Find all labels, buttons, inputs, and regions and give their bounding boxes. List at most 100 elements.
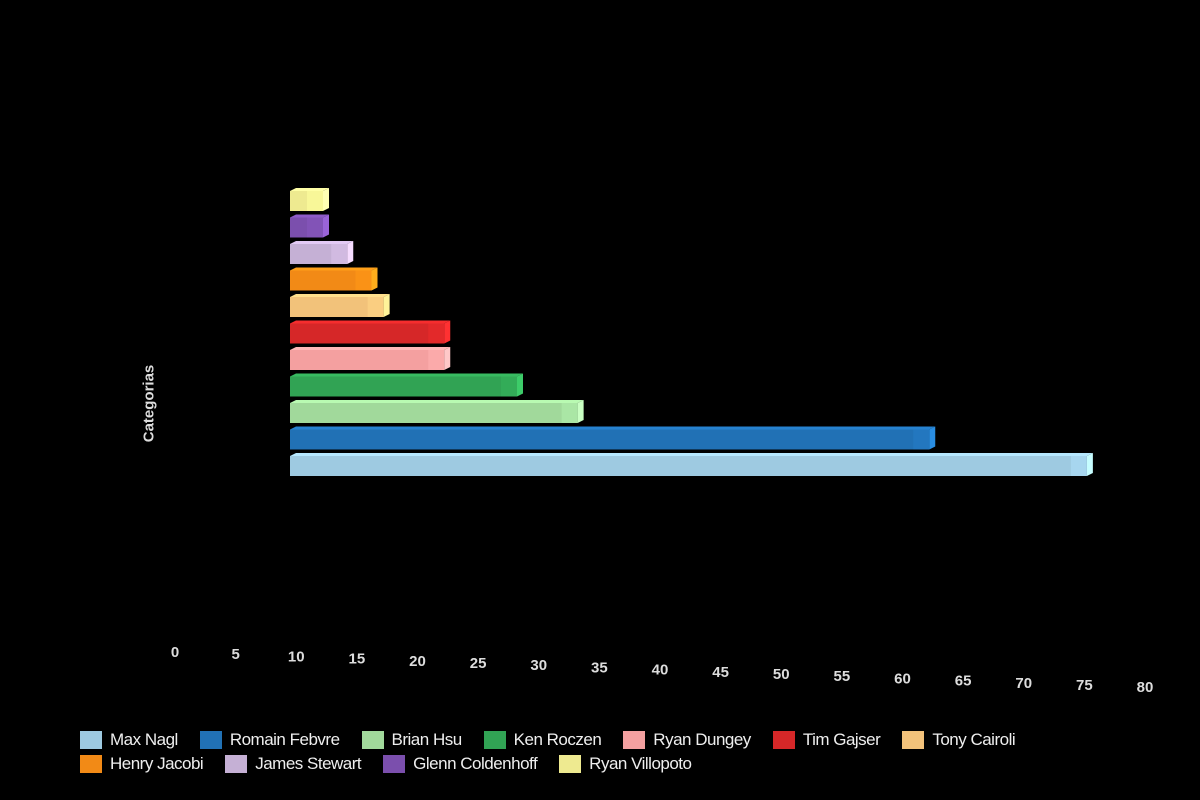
bar-front-face xyxy=(290,297,384,317)
bar-end-face xyxy=(347,241,354,264)
bar-top-face xyxy=(290,188,329,191)
legend-item[interactable]: Henry Jacobi xyxy=(80,754,204,774)
legend-swatch xyxy=(361,731,384,749)
bar-front-face xyxy=(290,429,930,450)
legend-swatch xyxy=(225,755,248,773)
bar-end-highlight xyxy=(428,350,445,370)
legend-label: Brian Hsu xyxy=(391,730,463,749)
bar xyxy=(290,241,354,264)
bar-end-highlight xyxy=(307,217,323,238)
x-tick-label: 75 xyxy=(1076,677,1093,694)
legend-label: Tony Cairoli xyxy=(932,730,1016,749)
legend-item[interactable]: Glenn Coldenhoff xyxy=(383,754,538,774)
legend-item[interactable]: Romain Febvre xyxy=(199,730,340,750)
legend-item[interactable]: Ryan Villopoto xyxy=(559,754,692,774)
legend-label: Tim Gajser xyxy=(802,730,881,749)
x-tick-label: 50 xyxy=(773,666,790,683)
bar xyxy=(290,426,936,450)
bar-end-face xyxy=(383,294,390,317)
legend-item[interactable]: James Stewart xyxy=(225,754,362,774)
bar xyxy=(290,400,584,423)
x-tick-label: 20 xyxy=(409,653,426,670)
bar-end-face xyxy=(517,373,523,397)
bar-end-face xyxy=(323,188,329,211)
legend-item[interactable]: Tony Cairoli xyxy=(902,730,1016,750)
bar-chart: 0 5 10 15 20 25 30 35 40 45 50 55 60 65 70 75 80 xyxy=(171,188,1154,696)
legend-label: Max Nagl xyxy=(110,730,178,749)
legend-swatch xyxy=(80,755,102,773)
x-tick-label: 55 xyxy=(834,668,851,685)
bar-end-highlight xyxy=(501,376,517,397)
bar-top-face xyxy=(290,294,390,297)
x-tick-label: 80 xyxy=(1137,679,1154,696)
bar-front-face xyxy=(290,270,372,291)
bar-end-highlight xyxy=(355,270,372,291)
bar-front-face xyxy=(290,350,445,370)
legend: Max Nagl Romain Febvre Brian Hsu Ken Roczen… xyxy=(80,730,1180,774)
x-tick-label: 45 xyxy=(712,664,729,681)
x-tick-label: 35 xyxy=(591,659,608,676)
bar-top-face xyxy=(290,426,936,430)
legend-label: Ryan Dungey xyxy=(653,730,751,749)
bar xyxy=(290,214,329,238)
bar-top-face xyxy=(290,214,329,218)
bar xyxy=(290,453,1093,476)
x-tick-label: 65 xyxy=(955,673,972,690)
legend-swatch xyxy=(559,755,582,773)
bar-top-face xyxy=(290,453,1093,456)
legend-item[interactable]: Tim Gajser xyxy=(772,730,881,750)
bar-end-face xyxy=(444,347,451,370)
bar-front-face xyxy=(290,403,578,423)
legend-label: James Stewart xyxy=(255,754,362,773)
bar-top-face xyxy=(290,347,451,350)
bar-top-face xyxy=(290,267,378,271)
legend-swatch xyxy=(902,731,925,749)
legend-swatch xyxy=(772,731,795,749)
bar xyxy=(290,188,329,211)
bar-top-face xyxy=(290,373,523,377)
legend-item[interactable]: Ken Roczen xyxy=(483,730,602,750)
legend-label: Ryan Villopoto xyxy=(589,754,692,773)
x-tick-label: 70 xyxy=(1015,675,1032,692)
x-tick-label: 15 xyxy=(349,651,366,668)
bar-end-face xyxy=(1086,453,1093,476)
x-tick-label: 0 xyxy=(171,644,179,661)
bar xyxy=(290,320,451,344)
legend-swatch xyxy=(383,755,406,773)
legend-item[interactable]: Ryan Dungey xyxy=(623,730,751,750)
x-tick-label: 5 xyxy=(231,646,239,663)
bar-end-highlight xyxy=(428,323,445,344)
legend-label: Romain Febvre xyxy=(229,730,340,749)
x-tick-label: 10 xyxy=(288,648,305,665)
bar-end-face xyxy=(444,320,451,344)
y-axis-label: Categorias xyxy=(140,364,158,443)
bar-end-face xyxy=(577,400,584,423)
bar-end-face xyxy=(323,214,329,238)
legend-swatch xyxy=(80,731,102,749)
bar-end-highlight xyxy=(307,191,323,211)
legend-swatch xyxy=(483,731,506,749)
bar-front-face xyxy=(290,323,445,344)
legend-swatch xyxy=(623,731,646,749)
bar-end-highlight xyxy=(913,429,930,450)
legend-label: Henry Jacobi xyxy=(110,754,204,773)
bar-top-face xyxy=(290,400,584,403)
bar-top-face xyxy=(290,320,451,324)
legend-item[interactable]: Max Nagl xyxy=(80,730,178,750)
bar-end-highlight xyxy=(561,403,578,423)
bar xyxy=(290,373,523,397)
legend-item[interactable]: Brian Hsu xyxy=(361,730,463,750)
x-tick-label: 30 xyxy=(530,657,547,674)
bar-end-highlight xyxy=(331,244,348,264)
bar xyxy=(290,267,378,291)
bar-front-face xyxy=(290,376,517,397)
bar-end-highlight xyxy=(367,297,384,317)
legend-label: Glenn Coldenhoff xyxy=(413,754,538,773)
bar-end-face xyxy=(929,426,936,450)
legend-label: Ken Roczen xyxy=(513,730,602,749)
bar-end-face xyxy=(371,267,378,291)
bar-front-face xyxy=(290,456,1087,476)
x-tick-label: 25 xyxy=(470,655,487,672)
bar-end-highlight xyxy=(1070,456,1087,476)
bar xyxy=(290,347,451,370)
